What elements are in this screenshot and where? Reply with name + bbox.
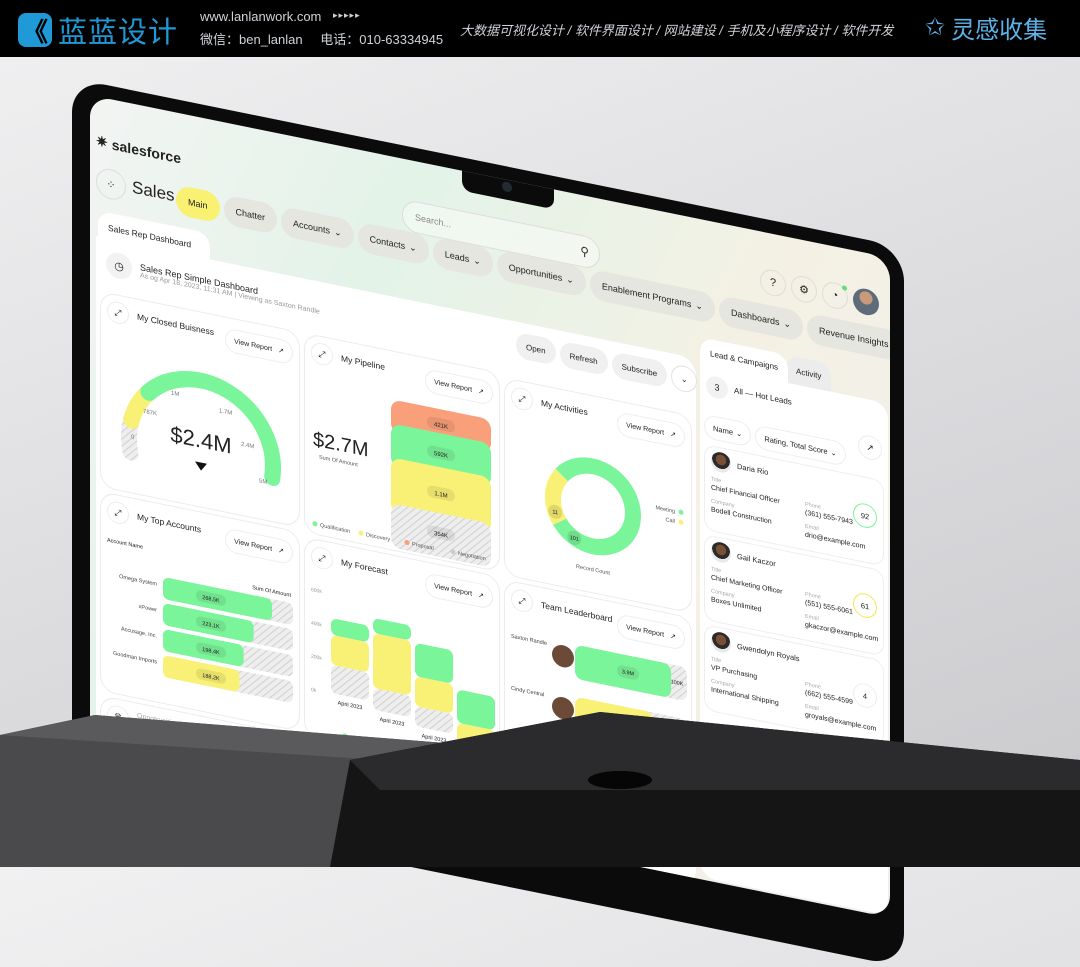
legend-label: Discovery [366, 532, 390, 543]
forecast-bar-commit [331, 665, 369, 700]
inspiration-badge: ✩ 灵感收集 [925, 10, 1047, 45]
donut-slice-call [545, 468, 569, 525]
funnel-segment-negotiation [391, 505, 491, 566]
pipeline-card: ⤢ My Pipeline View Report ↗ 421K 592K 1.1M 354K… [304, 332, 500, 573]
forecast-bar-commit [373, 689, 411, 717]
legend-dot [358, 530, 364, 536]
logo-text: 蓝蓝设计 [58, 17, 179, 49]
logo-mark-icon: 《 [18, 13, 52, 47]
donut-slice-meeting [553, 457, 641, 556]
legend-dot [312, 521, 318, 527]
gauge-tick-label: 1.7M [219, 408, 232, 417]
arrows-decoration: ▸▸▸▸▸ [333, 10, 361, 20]
forecast-bar-pipeline [415, 643, 453, 683]
y-tick: 200k [311, 654, 322, 662]
account-bar [163, 577, 273, 620]
bar-value: 268,5K [202, 595, 220, 605]
legend-dot [450, 549, 456, 555]
y-tick: 600k [311, 587, 322, 595]
bar-value: 198,4K [202, 647, 220, 657]
legend-label: Call [666, 517, 675, 525]
forecast-bar-pipeline [373, 619, 411, 640]
contact-info: 微信：ben_lanlan 电话：010-63334945 [200, 29, 457, 48]
x-tick: April 2023 [380, 717, 405, 728]
y-tick: 400k [311, 620, 322, 628]
website-link[interactable]: www.lanlanwork.com [200, 9, 322, 24]
gauge-tick-label: 0 [131, 434, 135, 441]
segment-label: 1.1M [434, 491, 447, 500]
lanlan-logo: 《 蓝蓝设计 [18, 9, 178, 51]
account-name: xPower [139, 604, 157, 614]
gauge-tick-label: 5M [259, 478, 267, 486]
laptop-base [0, 712, 1080, 867]
top-banner: 《 蓝蓝设计 www.lanlanwork.com ▸▸▸▸▸ 微信：ben_l… [0, 0, 1080, 57]
services-list: 大数据可视化设计 / 软件界面设计 / 网站建设 / 手机及小程序设计 / 软件… [460, 23, 894, 38]
forecast-bar-commit [415, 707, 453, 733]
forecast-bar-best-case [373, 634, 411, 695]
rep-avatar [552, 697, 574, 720]
remaining-value: 100K [671, 679, 684, 688]
legend-label: Proposal [412, 542, 434, 552]
x-tick: April 2023 [338, 700, 363, 711]
gauge-segment [140, 370, 281, 486]
rep-bar [575, 646, 672, 697]
gauge-pointer-icon [195, 461, 207, 471]
forecast-bar-pipeline [331, 619, 369, 642]
closed-business-card: ⤢ My Closed Buisness View Report ↗ 0 787K 1M 1.… [100, 291, 300, 528]
y-tick: 0k [311, 687, 317, 694]
legend-dot [404, 539, 410, 546]
segment-label: 592K [434, 451, 448, 460]
segment-label: 354K [434, 531, 448, 540]
account-bar [163, 629, 244, 667]
legend-dot [678, 519, 684, 525]
legend-label: Negotiation [458, 551, 486, 563]
forecast-bar-best-case [331, 635, 369, 672]
bar-value: 188,2K [202, 673, 220, 683]
gauge-tick-label: 2.4M [241, 442, 254, 451]
slice-value: 11 [552, 509, 558, 516]
segment-label: 421K [434, 422, 448, 431]
bar-value: 223,1K [202, 621, 220, 631]
rep-avatar [552, 645, 574, 668]
star-icon: ✩ [925, 14, 946, 41]
laptop-foot [588, 771, 652, 789]
wechat-text: 微信：ben_lanlan [200, 32, 303, 47]
gauge-tick-label: 787K [143, 409, 157, 418]
closed-value: 3.9M [622, 669, 635, 677]
account-bar [163, 655, 240, 692]
gauge-tick-label: 1M [171, 391, 179, 399]
forecast-bar-best-case [415, 677, 453, 713]
slice-value: 101 [570, 535, 579, 543]
account-bar [163, 603, 254, 643]
legend-label: Meeting [655, 505, 675, 515]
phone-text: 电话：010-63334945 [320, 32, 444, 47]
activities-card: ⤢ My Activities View Report ↗ 101 11 Meeting Ca… [504, 377, 692, 614]
legend-dot [678, 509, 684, 515]
collect-text: 灵感收集 [951, 17, 1048, 44]
top-accounts-card: ⤢ My Top Accounts View Report ↗ Account Name… [100, 491, 300, 732]
forecast-bar-pipeline [457, 690, 495, 730]
x-tick: April 2023 [422, 734, 447, 745]
